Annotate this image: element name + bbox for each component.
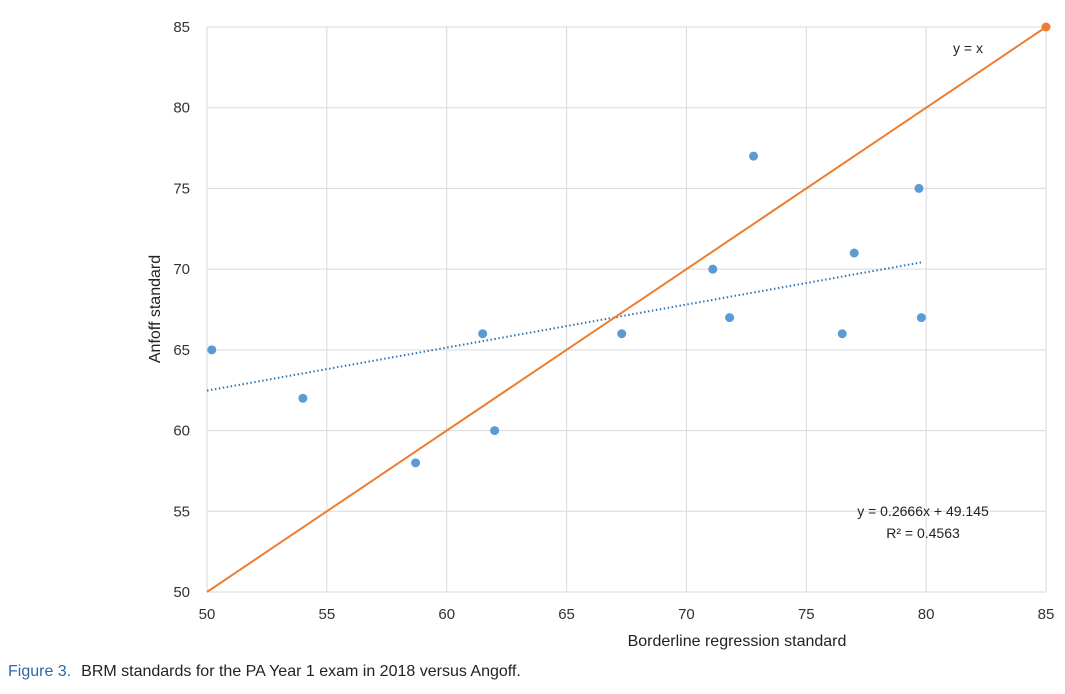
data-point (749, 151, 759, 161)
x-tick-label: 75 (798, 606, 815, 623)
y-tick-label: 70 (173, 261, 190, 278)
data-point (725, 313, 735, 323)
horizontal-gridlines (207, 26, 1046, 593)
data-point (708, 264, 718, 274)
y-tick-label: 60 (173, 423, 190, 440)
x-tick-label: 65 (558, 606, 575, 623)
data-point (617, 329, 627, 339)
data-point (478, 329, 488, 339)
y-tick-label: 55 (173, 503, 190, 520)
trendline (206, 261, 922, 392)
data-point (849, 248, 859, 258)
y-tick-label: 80 (173, 100, 190, 117)
x-axis-tick-labels: 50 55 60 65 70 75 80 85 (199, 606, 1055, 623)
x-tick-label: 85 (1038, 606, 1055, 623)
y-tick-label: 65 (173, 342, 190, 359)
x-axis-title: Borderline regression standard (628, 633, 847, 650)
x-tick-label: 60 (438, 606, 455, 623)
identity-line-end-point (1041, 22, 1051, 32)
y-axis-title: Anfoff standard (147, 255, 164, 363)
series-layer (206, 22, 1051, 593)
figure-caption: Figure 3. BRM standards for the PA Year 1… (8, 663, 521, 681)
data-point (298, 393, 308, 403)
data-point (411, 458, 421, 468)
identity-line-label: y = x (953, 40, 983, 56)
x-tick-label: 80 (918, 606, 935, 623)
data-point (207, 345, 217, 355)
data-point (916, 313, 926, 323)
y-tick-label: 85 (173, 19, 190, 36)
identity-line (206, 26, 1047, 593)
data-point (914, 183, 924, 193)
vertical-gridlines (206, 27, 1047, 592)
trendline-equation: y = 0.2666x + 49.145 (857, 503, 989, 519)
figure-caption-text: BRM standards for the PA Year 1 exam in … (81, 663, 521, 680)
y-axis-tick-labels: 50 55 60 65 70 75 80 85 (173, 19, 190, 601)
r-squared-label: R² = 0.4563 (886, 525, 960, 541)
data-point (837, 329, 847, 339)
x-tick-label: 50 (199, 606, 216, 623)
y-tick-label: 75 (173, 180, 190, 197)
y-tick-label: 50 (173, 584, 190, 601)
x-tick-label: 70 (678, 606, 695, 623)
data-point (490, 426, 500, 436)
x-tick-label: 55 (319, 606, 336, 623)
figure-label: Figure 3. (8, 663, 72, 680)
